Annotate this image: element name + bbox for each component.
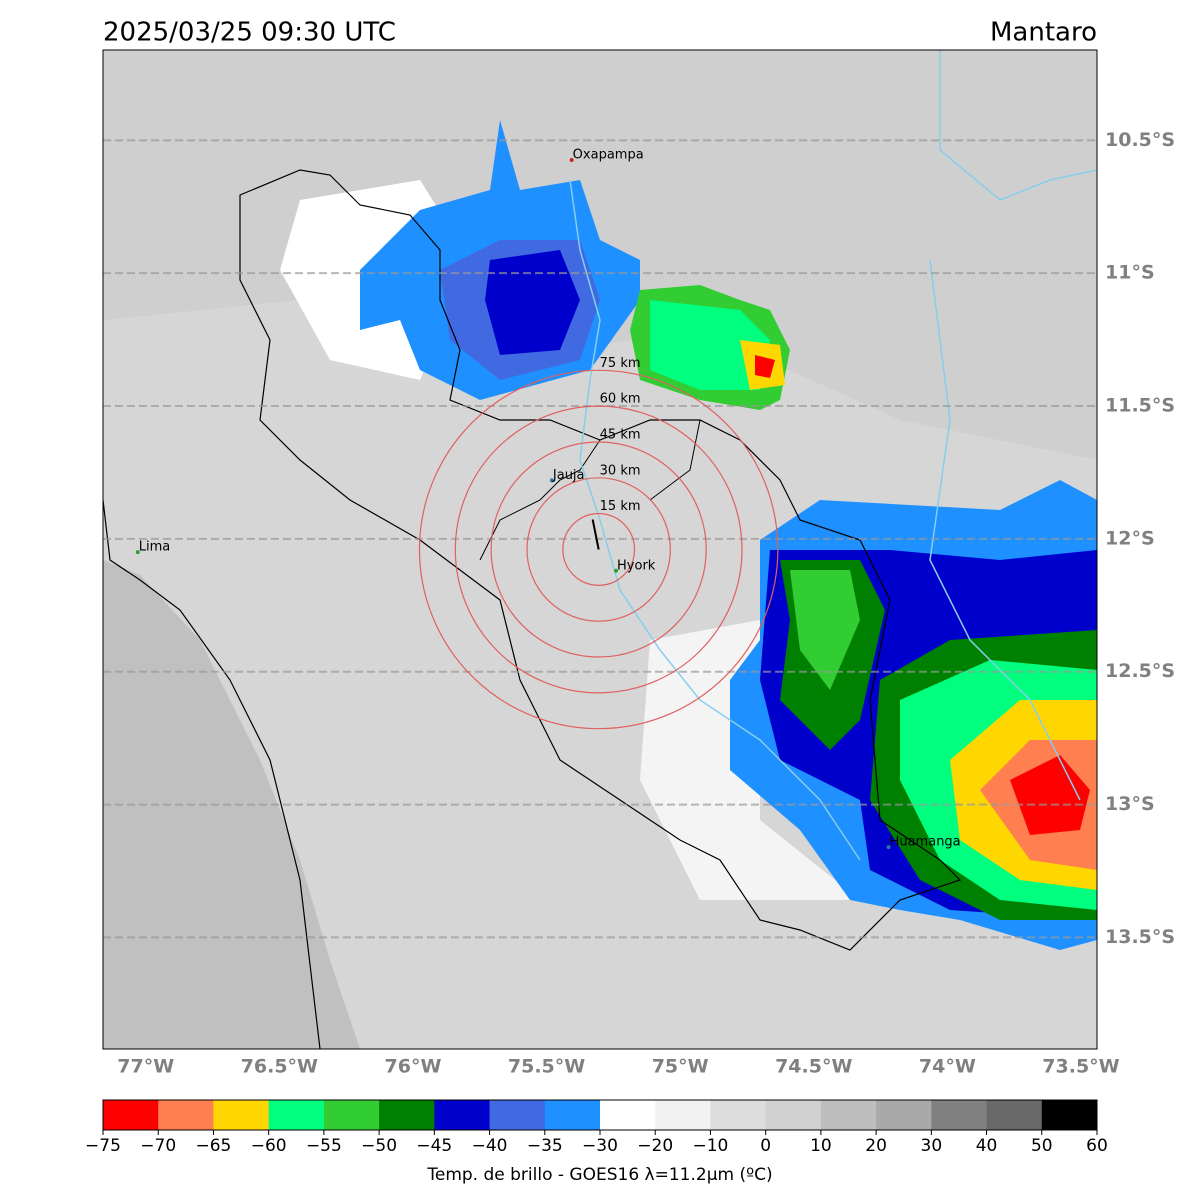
ring-label: 30 km [600,463,641,478]
lon-label: 76°W [385,1056,442,1078]
colorbar-segment [434,1100,491,1130]
colorbar-tick-label: −30 [582,1136,618,1156]
lat-label: 11°S [1105,262,1155,284]
lat-label: 11.5°S [1105,395,1175,417]
colorbar-tick-label: −65 [195,1136,231,1156]
lat-label: 13.5°S [1105,926,1175,948]
colorbar-segment [710,1100,767,1130]
colorbar-tick-label: −75 [85,1136,121,1156]
colorbar-tick-label: −40 [472,1136,508,1156]
place-name: Oxapampa [573,147,644,162]
colorbar-segment [379,1100,435,1130]
colorbar-tick-label: −45 [416,1136,452,1156]
range-ring [454,405,743,694]
lon-label: 74.5°W [775,1056,852,1078]
colorbar-tick-label: 30 [921,1136,943,1156]
range-ring [526,477,671,622]
colorbar-tick-label: 40 [976,1136,998,1156]
radar-beam [591,519,600,550]
range-rings: 15 km 30 km 45 km 60 km 75 km [418,356,779,730]
colorbar-segment [876,1100,932,1130]
lon-label: 74°W [919,1056,976,1078]
lat-label: 10.5°S [1105,129,1175,151]
range-ring [490,441,707,658]
lon-label: 73.5°W [1042,1056,1119,1078]
colorbar-segment [931,1100,988,1130]
colorbar-segment [103,1100,159,1130]
ring-label: 15 km [600,499,641,514]
lon-label: 76.5°W [241,1056,318,1078]
colorbar-segment [158,1100,214,1130]
lon-label: 77°W [117,1056,174,1078]
colorbar-tick-label: 50 [1031,1136,1053,1156]
place-name: Lima [139,540,170,555]
place-name: Hyork [617,558,656,573]
colorbar-segment [765,1100,822,1130]
range-ring [418,369,779,730]
colorbar-tick-label: −50 [361,1136,397,1156]
lat-label: 13°S [1105,793,1155,815]
colorbar-segment [489,1100,546,1130]
colorbar-tick-label: −60 [251,1136,287,1156]
region: Mantaro [990,18,1097,48]
colorbar-tick-label: 60 [1086,1136,1108,1156]
lat-label: 12.5°S [1105,660,1175,682]
place-dot [549,478,554,483]
colorbar-segment [986,1100,1043,1130]
map-image [103,50,1097,1049]
range-ring [562,513,636,586]
ring-label: 45 km [600,427,641,442]
colorbar-segment [213,1100,270,1130]
map-frame [102,49,1098,1050]
colorbar-tick-label: −10 [692,1136,728,1156]
lon-label: 75.5°W [508,1056,585,1078]
place-dot [569,157,574,162]
place-dot [135,550,140,555]
colorbar-tick-label: −20 [637,1136,673,1156]
colorbar-tick-label: −55 [306,1136,342,1156]
colorbar-label: Temp. de brillo - GOES16 λ=11.2μm (ºC) [426,1165,772,1185]
colorbar-tick-label: −70 [140,1136,176,1156]
ring-label: 75 km [600,356,641,371]
place-name: Jauja [552,468,585,483]
colorbar-segment [323,1100,380,1130]
colorbar-tick-label: 0 [760,1136,771,1156]
colorbar-segment [600,1100,656,1130]
lat-label: 12°S [1105,527,1155,549]
colorbar-segment [820,1100,877,1130]
place-dot [614,568,619,573]
colorbar-tick-label: −35 [527,1136,563,1156]
colorbar-tick-label: 20 [865,1136,887,1156]
place-dot [886,845,891,850]
colorbar-segment [1041,1100,1098,1130]
colorbar-tick-label: 10 [810,1136,832,1156]
title: 2025/03/25 09:30 UTC [103,18,396,48]
colorbar-segment [544,1100,601,1130]
ring-label: 60 km [600,392,641,407]
places: Oxapampa Jauja Hyork Lima Huamanga [135,147,961,850]
colorbar: −75 −70 −65 −60 −55 −50 −45 −40 −35 −30 −20 −10 0 10 2… [85,1099,1108,1156]
colorbar-segment [655,1100,711,1130]
place-name: Huamanga [890,835,961,850]
lon-label: 75°W [652,1056,709,1078]
colorbar-segment [268,1100,325,1130]
